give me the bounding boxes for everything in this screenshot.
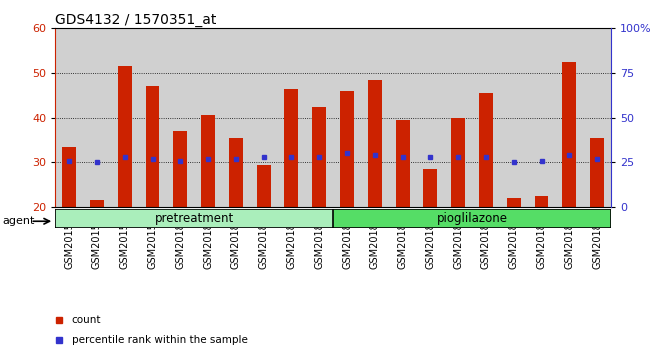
Text: GDS4132 / 1570351_at: GDS4132 / 1570351_at bbox=[55, 13, 216, 27]
Text: pioglilazone: pioglilazone bbox=[437, 212, 508, 225]
Bar bbox=[118, 66, 132, 207]
Bar bbox=[146, 86, 159, 207]
Bar bbox=[590, 138, 604, 207]
Bar bbox=[90, 200, 104, 207]
Bar bbox=[229, 138, 243, 207]
Text: agent: agent bbox=[2, 216, 34, 226]
Text: pretreatment: pretreatment bbox=[155, 212, 234, 225]
Bar bbox=[423, 169, 437, 207]
Bar bbox=[312, 107, 326, 207]
Bar bbox=[333, 209, 611, 228]
Bar bbox=[368, 80, 382, 207]
Bar bbox=[257, 165, 270, 207]
Bar bbox=[562, 62, 577, 207]
Bar bbox=[201, 115, 215, 207]
Text: percentile rank within the sample: percentile rank within the sample bbox=[72, 335, 248, 345]
Bar bbox=[340, 91, 354, 207]
Bar bbox=[55, 209, 333, 228]
Bar bbox=[174, 131, 187, 207]
Text: count: count bbox=[72, 315, 101, 325]
Bar bbox=[62, 147, 76, 207]
Bar bbox=[507, 198, 521, 207]
Bar bbox=[534, 196, 549, 207]
Bar bbox=[451, 118, 465, 207]
Bar bbox=[396, 120, 410, 207]
Bar bbox=[285, 88, 298, 207]
Bar bbox=[479, 93, 493, 207]
